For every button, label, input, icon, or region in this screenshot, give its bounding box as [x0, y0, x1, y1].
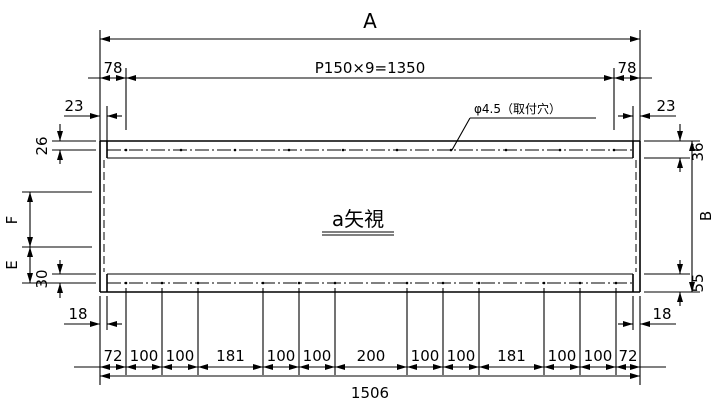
- spacing-label: 100: [548, 347, 577, 365]
- dimension-e-label: E: [3, 260, 21, 269]
- pitch-dimension: P150×9=1350 78 78: [88, 59, 652, 130]
- spacing-label: 181: [497, 347, 526, 365]
- right-side-dimensions: 36 B 55: [644, 124, 715, 306]
- top-holes: [124, 148, 616, 152]
- left-18-label: 18: [68, 305, 87, 323]
- spacing-label: 100: [303, 347, 332, 365]
- spacing-label: 72: [103, 347, 122, 365]
- dimension-a: A: [99, 9, 641, 141]
- plate-outline: [99, 140, 641, 293]
- hole-note: φ4.5（取付穴）: [451, 101, 596, 151]
- left-23-label: 23: [64, 97, 83, 115]
- dimension-b-label: B: [697, 211, 715, 221]
- pitch-label: P150×9=1350: [315, 59, 426, 77]
- spacing-label: 100: [267, 347, 296, 365]
- total-dimension: 1506: [100, 373, 640, 402]
- view-title-label: a矢視: [332, 207, 384, 231]
- right-18-label: 18: [652, 305, 671, 323]
- right-55-label: 55: [689, 273, 707, 292]
- dimension-f-label: F: [3, 216, 21, 225]
- bottom-holes: [124, 281, 618, 285]
- spacing-label: 100: [411, 347, 440, 365]
- total-label: 1506: [351, 384, 389, 402]
- bottom-spacing-dimensions: 72 100 100 181 100 100 200 100 100 181 100 100 72: [74, 288, 666, 385]
- spacing-label: 100: [166, 347, 195, 365]
- spacing-label: 100: [584, 347, 613, 365]
- spacing-label: 100: [447, 347, 476, 365]
- right-78-label: 78: [617, 59, 636, 77]
- left-side-dimensions: 26 F E 30: [3, 124, 96, 298]
- dimension-23: 23 23: [64, 97, 676, 141]
- spacing-label: 200: [357, 347, 386, 365]
- left-78-label: 78: [103, 59, 122, 77]
- dimension-18: 18 18: [64, 296, 676, 330]
- spacing-label: 181: [216, 347, 245, 365]
- dimension-a-label: A: [363, 9, 377, 33]
- spacing-label: 100: [130, 347, 159, 365]
- left-26-label: 26: [33, 136, 51, 155]
- hole-note-label: φ4.5（取付穴）: [474, 101, 561, 116]
- spacing-label: 72: [618, 347, 637, 365]
- right-23-label: 23: [656, 97, 675, 115]
- left-30-label: 30: [33, 269, 51, 288]
- view-title: a矢視: [322, 207, 394, 236]
